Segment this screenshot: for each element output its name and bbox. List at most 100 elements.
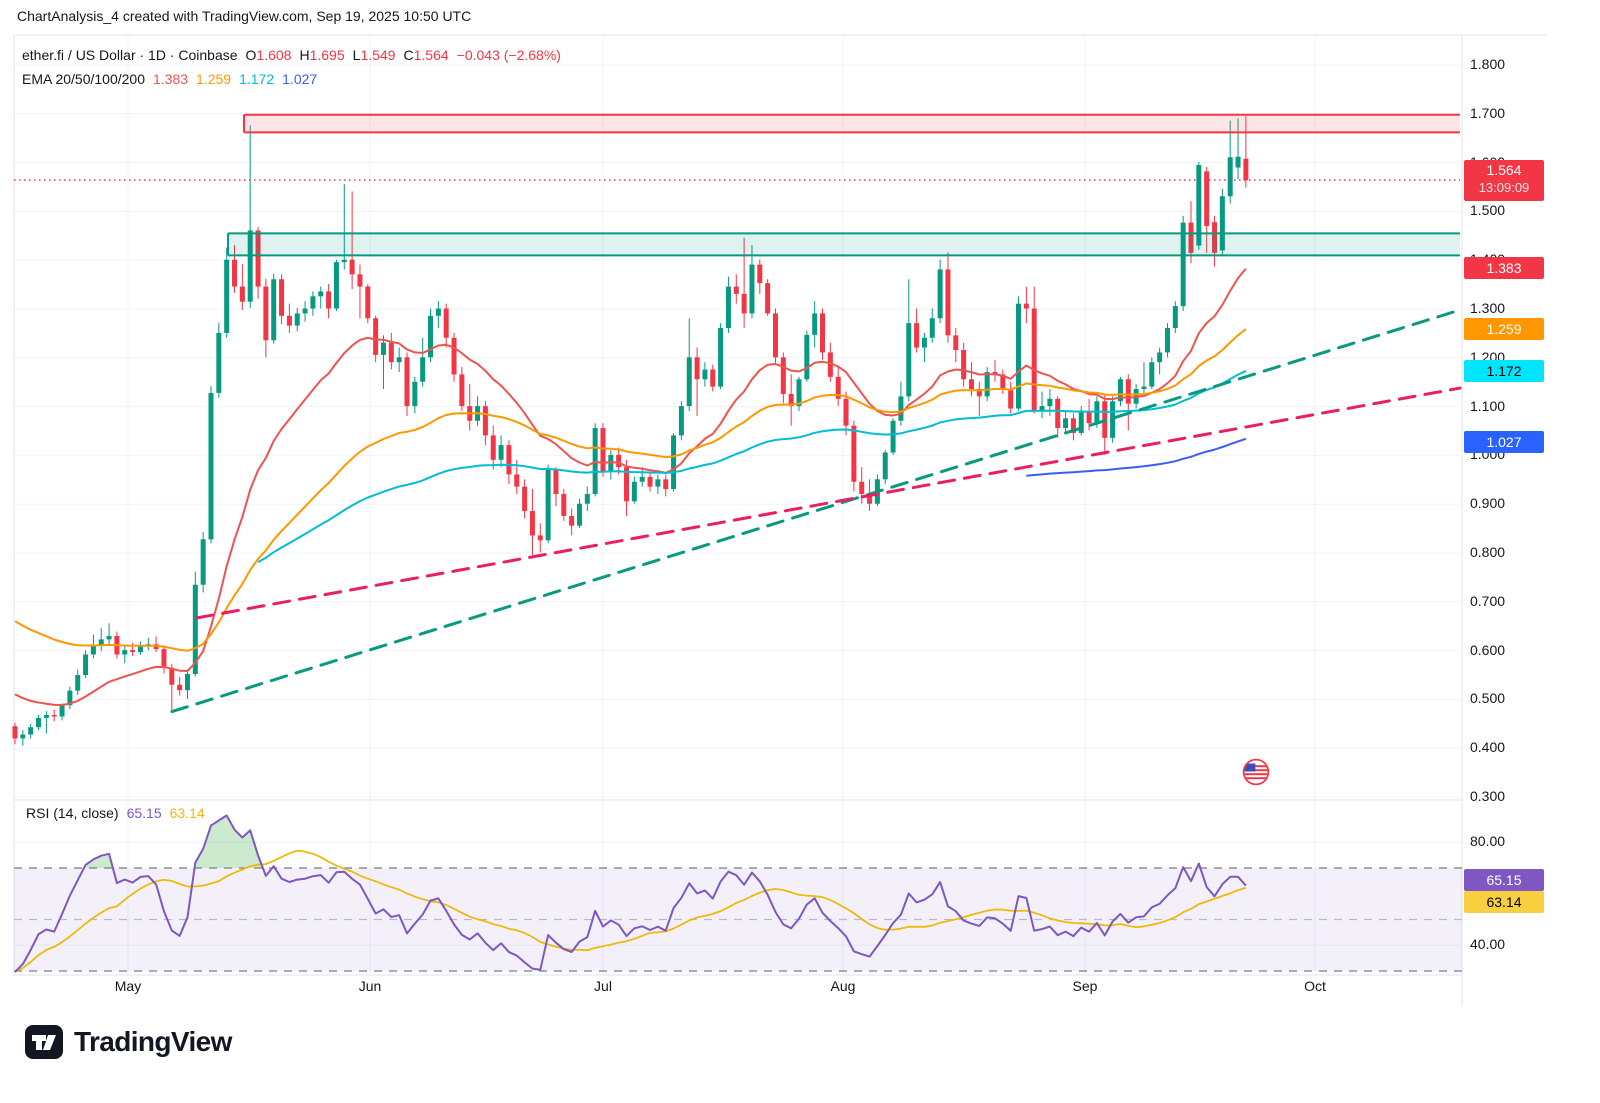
ema-legend[interactable]: EMA 20/50/100/200 1.383 1.259 1.172 1.02… xyxy=(22,71,317,87)
candle-body xyxy=(812,313,818,335)
candle-body xyxy=(1023,303,1029,309)
ema100-price-label: 1.172 xyxy=(1486,363,1522,380)
last-price-badge: 1.564 13:09:09 xyxy=(1464,160,1544,202)
price-tick: 0.400 xyxy=(1470,739,1506,756)
candle-body xyxy=(780,357,786,394)
candle-body xyxy=(631,481,637,502)
candle-body xyxy=(867,493,873,504)
candle-body xyxy=(616,454,622,468)
price-tick: 1.800 xyxy=(1470,56,1506,72)
symbol-legend[interactable]: ether.fi / US Dollar · 1D · Coinbase O1.… xyxy=(22,47,561,63)
candle-body xyxy=(725,286,731,329)
candle-body xyxy=(1086,410,1092,424)
month-label-jun[interactable]: Jun xyxy=(358,978,382,994)
tradingview-logo[interactable]: TradingView xyxy=(24,1022,232,1062)
candle-body xyxy=(772,313,778,358)
secondary-trendline[interactable] xyxy=(195,386,1462,620)
rsi-tick: 40.00 xyxy=(1470,936,1506,953)
candle-body xyxy=(428,315,434,358)
candle-body xyxy=(412,381,418,407)
open-label: O xyxy=(245,47,257,63)
candle-body xyxy=(804,334,810,380)
candle-body xyxy=(1219,196,1225,251)
candle-body xyxy=(733,286,739,294)
candle-body xyxy=(310,296,316,309)
candle-body xyxy=(1204,171,1210,227)
candle-body xyxy=(1063,418,1069,429)
symbol-title: ether.fi / US Dollar · 1D · Coinbase xyxy=(22,47,238,63)
support-zone[interactable] xyxy=(228,233,1460,256)
page-title: ChartAnalysis_4 created with TradingView… xyxy=(17,8,472,24)
candle-body xyxy=(1196,165,1202,246)
month-label-jul[interactable]: Jul xyxy=(594,978,612,994)
ema50-line xyxy=(14,328,1247,652)
candle-body xyxy=(929,318,935,338)
candle-body xyxy=(506,445,512,475)
candle-body xyxy=(420,357,426,382)
candle-body xyxy=(1016,303,1022,409)
candle-body xyxy=(333,262,339,309)
rsi-legend[interactable]: RSI (14, close) 65.15 63.14 xyxy=(26,805,205,821)
candle-body xyxy=(83,654,89,675)
candle-body xyxy=(373,318,379,355)
candle-body xyxy=(184,674,190,691)
candle-body xyxy=(435,308,441,316)
candle-body xyxy=(451,337,457,375)
month-label-aug[interactable]: Aug xyxy=(830,978,856,994)
candle-body xyxy=(576,503,582,526)
rsi-overbought-fill xyxy=(194,815,263,868)
candle-body xyxy=(247,230,253,302)
ema50-price-label: 1.259 xyxy=(1486,321,1522,337)
candle-body xyxy=(169,667,175,685)
candle-body xyxy=(843,398,849,426)
candle-body xyxy=(953,335,959,350)
candle-body xyxy=(263,286,269,341)
candle-body xyxy=(647,476,653,487)
candle-body xyxy=(239,286,245,302)
month-label-may[interactable]: May xyxy=(114,978,142,994)
us-flag-icon xyxy=(1242,758,1270,786)
candle-body xyxy=(1110,401,1116,438)
rsi-ma-text: 63.14 xyxy=(169,805,205,821)
candle-body xyxy=(600,428,606,472)
candle-body xyxy=(976,389,982,397)
ema50-value: 1.259 xyxy=(196,71,232,87)
candle-body xyxy=(584,493,590,504)
candle-body xyxy=(1039,406,1045,411)
last-price-label: 1.564 xyxy=(1486,162,1522,179)
price-tick: 1.300 xyxy=(1470,300,1506,316)
candle-body xyxy=(937,269,943,319)
month-label-oct[interactable]: Oct xyxy=(1304,978,1326,994)
candle-body xyxy=(1070,418,1076,433)
candle-body xyxy=(1164,328,1170,353)
rsi-value-text: 65.15 xyxy=(126,805,162,821)
candle-body xyxy=(443,308,449,338)
price-tick: 1.100 xyxy=(1470,397,1506,414)
change-value: −0.043 (−2.68%) xyxy=(456,47,561,63)
candle-body xyxy=(545,469,551,541)
candle-body xyxy=(51,715,57,717)
candle-body xyxy=(655,479,661,487)
candle-body xyxy=(67,690,73,706)
candle-body xyxy=(1141,386,1147,390)
candle-body xyxy=(984,371,990,397)
candle-body xyxy=(396,357,402,363)
support-trendline[interactable] xyxy=(170,308,1462,714)
candle-body xyxy=(106,635,112,640)
candle-body xyxy=(224,259,230,333)
candle-body xyxy=(749,264,755,314)
resistance-zone[interactable] xyxy=(244,114,1460,133)
candle-body xyxy=(757,264,763,284)
candle-body xyxy=(859,481,865,494)
candle-body xyxy=(820,313,826,353)
month-label-sep[interactable]: Sep xyxy=(1072,978,1098,994)
candle-body xyxy=(718,328,724,387)
candle-body xyxy=(741,293,747,314)
candle-body xyxy=(59,705,65,717)
candle-body xyxy=(514,474,520,487)
candle-body xyxy=(498,445,504,460)
candle-body xyxy=(694,357,700,380)
ema200-value: 1.027 xyxy=(282,71,318,87)
ema20-value: 1.383 xyxy=(153,71,189,87)
